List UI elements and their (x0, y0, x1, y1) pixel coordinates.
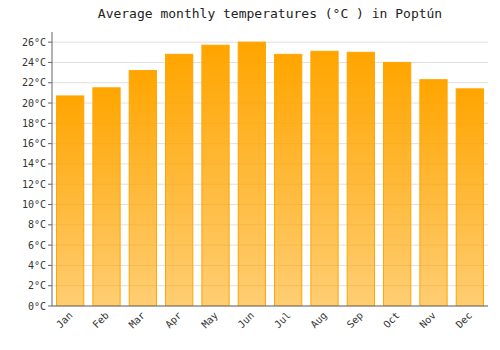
x-tick-label: Apr (163, 310, 184, 331)
x-tick-label: Aug (308, 310, 329, 331)
y-tick-label: 14°C (22, 158, 46, 169)
x-tick-label: Oct (381, 310, 402, 331)
bar (347, 52, 374, 306)
y-axis: 0°C 2°C 4°C 6°C 8°C 10°C 12°C 14°C 16°C 18°C 20°C 2… (22, 32, 52, 312)
bar (202, 45, 229, 306)
y-tick (48, 123, 52, 124)
x-tick-label: Jun (236, 310, 257, 331)
y-tick-label: 6°C (28, 240, 46, 251)
y-tick-label: 2°C (28, 280, 46, 291)
y-tick-label: 4°C (28, 260, 46, 271)
x-tick-label: Sep (345, 310, 366, 331)
y-tick-label: 20°C (22, 98, 46, 109)
y-tick (48, 245, 52, 246)
y-tick-label: 26°C (22, 37, 46, 48)
chart: Average monthly temperatures (°C ) in Po… (0, 0, 500, 350)
y-tick-label: 8°C (28, 219, 46, 230)
bar (420, 80, 447, 306)
y-tick (48, 265, 52, 266)
y-tick (48, 103, 52, 104)
y-tick-label: 0°C (28, 301, 46, 312)
y-tick (48, 204, 52, 205)
y-tick-label: 18°C (22, 118, 46, 129)
y-tick (48, 285, 52, 286)
bar (384, 62, 411, 306)
bar (456, 89, 483, 306)
title: Average monthly temperatures (°C ) in Po… (98, 6, 442, 21)
y-tick-label: 12°C (22, 179, 46, 190)
y-tick (48, 224, 52, 225)
y-axis-line (52, 32, 53, 306)
y-tick (48, 62, 52, 63)
grid (52, 42, 488, 306)
x-axis: Jan Feb Mar Apr May Jun Jul Aug Sep Oct Nov Dec (52, 306, 488, 330)
x-tick-label: Feb (90, 310, 111, 331)
bar (311, 51, 338, 306)
y-tick-label: 22°C (22, 77, 46, 88)
y-tick-label: 16°C (22, 138, 46, 149)
y-tick (48, 306, 52, 307)
bar (129, 71, 156, 306)
grid-line (52, 62, 488, 63)
x-tick-label: Nov (417, 310, 438, 331)
bar (275, 54, 302, 306)
x-tick-label: Jul (272, 310, 293, 331)
x-axis-line (52, 306, 488, 307)
y-tick (48, 42, 52, 43)
bar (238, 42, 265, 306)
y-tick-label: 24°C (22, 57, 46, 68)
x-tick-label: Dec (454, 310, 475, 331)
x-tick-label: May (199, 310, 220, 331)
y-tick (48, 143, 52, 144)
bar (166, 54, 193, 306)
y-tick (48, 163, 52, 164)
bar (93, 88, 120, 306)
grid-line (52, 42, 488, 43)
y-tick (48, 82, 52, 83)
x-tick-label: Mar (127, 310, 148, 331)
bar (57, 96, 84, 306)
x-tick-label: Jan (54, 310, 75, 331)
y-tick-label: 10°C (22, 199, 46, 210)
bars (57, 42, 484, 306)
y-tick (48, 184, 52, 185)
grid-line (52, 306, 488, 307)
